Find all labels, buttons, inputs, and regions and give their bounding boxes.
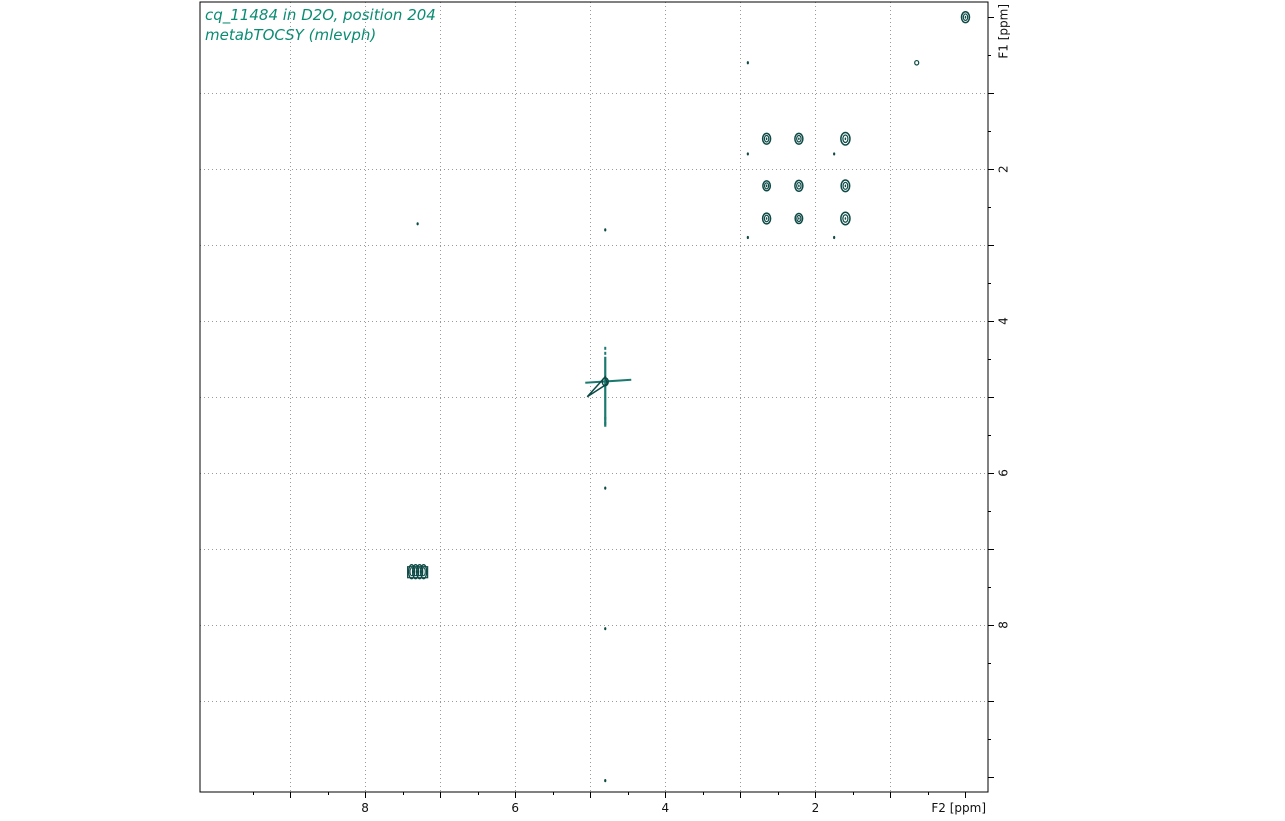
contour-peak bbox=[604, 228, 607, 232]
contour-level bbox=[840, 131, 851, 146]
contour-level bbox=[796, 134, 802, 143]
contour-level bbox=[842, 134, 849, 144]
water-dot bbox=[604, 421, 607, 425]
contour-peak bbox=[840, 211, 851, 226]
contour-peak bbox=[407, 564, 429, 580]
contour-level bbox=[765, 137, 768, 141]
contour-peak bbox=[914, 59, 920, 66]
contour-level bbox=[960, 11, 971, 24]
contour-level bbox=[798, 184, 800, 188]
contour-level bbox=[407, 564, 416, 580]
contour-level bbox=[604, 779, 607, 783]
water-signal bbox=[585, 346, 632, 427]
x-axis-label: F2 [ppm] bbox=[931, 801, 986, 815]
x-tick-label: 2 bbox=[812, 801, 820, 815]
contour-level bbox=[840, 179, 851, 193]
contour-peaks bbox=[407, 11, 971, 783]
contour-level bbox=[746, 235, 749, 240]
water-dot bbox=[604, 416, 607, 420]
contour-peak bbox=[840, 131, 851, 146]
contour-level bbox=[842, 214, 849, 223]
x-tick-label: 6 bbox=[511, 801, 519, 815]
y-axis-ticks: 2 4 6 8 bbox=[988, 17, 1011, 778]
contour-level bbox=[411, 564, 420, 580]
contour-level bbox=[762, 180, 772, 192]
contour-peak bbox=[840, 179, 851, 193]
contour-peak bbox=[833, 152, 836, 156]
contour-level bbox=[798, 217, 800, 220]
contour-level bbox=[604, 627, 607, 631]
contour-peak bbox=[794, 212, 804, 225]
contour-peak bbox=[604, 779, 607, 783]
grid bbox=[200, 2, 988, 792]
contour-level bbox=[761, 212, 772, 225]
contour-level bbox=[604, 228, 607, 232]
contour-level bbox=[763, 182, 770, 190]
water-dot bbox=[604, 346, 607, 350]
contour-level bbox=[798, 137, 800, 141]
contour-level bbox=[419, 564, 428, 580]
y-tick-label: 8 bbox=[997, 621, 1011, 629]
contour-level bbox=[914, 59, 920, 66]
contour-peak bbox=[416, 222, 419, 226]
y-axis-label: F1 [ppm] bbox=[997, 4, 1011, 59]
contour-level bbox=[833, 152, 836, 156]
spectrum-title: cq_11484 in D2O, position 204 bbox=[205, 6, 436, 24]
contour-level bbox=[765, 184, 768, 188]
contour-peak bbox=[833, 235, 836, 240]
contour-peak bbox=[604, 486, 607, 490]
contour-level bbox=[964, 15, 967, 19]
contour-peak bbox=[794, 179, 804, 192]
contour-level bbox=[962, 13, 969, 22]
contour-level bbox=[842, 181, 849, 190]
contour-level bbox=[746, 61, 749, 65]
contour-level bbox=[746, 152, 749, 156]
water-streak-diagonal bbox=[586, 375, 609, 398]
contour-level bbox=[421, 567, 426, 577]
x-axis-ticks: 8 6 4 2 bbox=[253, 792, 966, 815]
contour-level bbox=[844, 184, 847, 188]
contour-level bbox=[796, 214, 802, 223]
contour-peak bbox=[794, 132, 804, 145]
water-dot bbox=[604, 351, 607, 355]
contour-peak bbox=[761, 132, 772, 145]
contour-level bbox=[794, 179, 804, 192]
contour-level bbox=[844, 217, 847, 220]
x-tick-label: 4 bbox=[661, 801, 669, 815]
contour-level bbox=[763, 134, 770, 143]
contour-peak bbox=[762, 180, 772, 192]
contour-level bbox=[407, 566, 429, 579]
y-tick-label: 6 bbox=[997, 469, 1011, 477]
y-tick-label: 2 bbox=[997, 165, 1011, 173]
contour-level bbox=[763, 214, 770, 223]
y-tick-label: 4 bbox=[997, 317, 1011, 325]
contour-level bbox=[840, 211, 851, 226]
contour-level bbox=[761, 132, 772, 145]
contour-peak bbox=[604, 627, 607, 631]
x-tick-label: 8 bbox=[361, 801, 369, 815]
contour-level bbox=[604, 486, 607, 490]
contour-level bbox=[796, 181, 802, 190]
contour-level bbox=[415, 564, 424, 580]
contour-level bbox=[765, 217, 768, 220]
contour-level bbox=[844, 137, 847, 141]
contour-level bbox=[794, 132, 804, 145]
contour-peak bbox=[746, 152, 749, 156]
water-center bbox=[601, 377, 609, 387]
plot-frame bbox=[199, 1, 989, 793]
contour-level bbox=[794, 212, 804, 225]
contour-peak bbox=[761, 212, 772, 225]
contour-peak bbox=[746, 61, 749, 65]
contour-peak bbox=[746, 235, 749, 240]
contour-level bbox=[833, 235, 836, 240]
contour-level bbox=[416, 222, 419, 226]
contour-peak bbox=[960, 11, 971, 24]
